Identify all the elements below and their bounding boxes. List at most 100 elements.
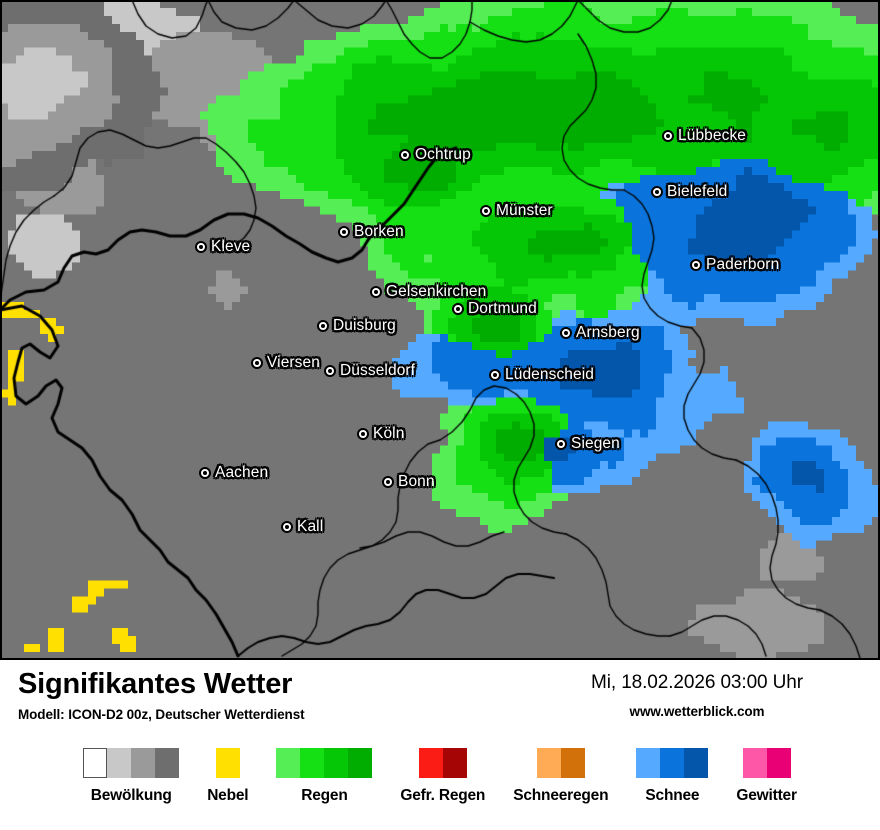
legend-item-schnee[interactable]: Schnee	[636, 748, 709, 805]
city-marker-bonn: Bonn	[382, 473, 435, 491]
city-marker-borken: Borken	[338, 223, 404, 241]
city-label: Duisburg	[333, 317, 396, 334]
city-dot-icon	[399, 149, 411, 161]
legend-swatch	[215, 748, 240, 778]
legend-label: Schneeregen	[513, 787, 609, 804]
city-dot-icon	[662, 130, 674, 142]
legend-item-bewlkung[interactable]: Bewölkung	[83, 748, 180, 805]
city-dot-icon	[338, 226, 350, 238]
city-marker-paderborn: Paderborn	[690, 256, 779, 274]
city-dot-icon	[195, 241, 207, 253]
city-label: Lüdenscheid	[505, 366, 595, 383]
legend-color-block	[300, 748, 325, 778]
legend-label: Gefr. Regen	[400, 787, 486, 804]
legend-color-block	[83, 748, 108, 778]
legend-color-block	[766, 748, 791, 778]
city-label: Köln	[373, 425, 405, 442]
legend-color-block	[660, 748, 685, 778]
site-url: www.wetterblick.com	[629, 704, 765, 719]
legend-item-schneeregen[interactable]: Schneeregen	[513, 748, 609, 805]
legend-swatch	[418, 748, 467, 778]
legend-color-block	[536, 748, 561, 778]
city-label: Aachen	[215, 464, 269, 481]
city-marker-dortmund: Dortmund	[452, 300, 537, 318]
city-dot-icon	[489, 369, 501, 381]
city-marker-gelsenkirchen: Gelsenkirchen	[370, 283, 486, 301]
title-block: Signifikantes Wetter Modell: ICON-D2 00z…	[18, 668, 305, 723]
legend-item-nebel[interactable]: Nebel	[207, 748, 249, 805]
city-label: Siegen	[571, 435, 620, 452]
weather-map[interactable]: Lübbecke Ochtrup Bielefeld Münster Borken Kle…	[0, 0, 880, 660]
city-dot-icon	[555, 438, 567, 450]
city-marker-bielefeld: Bielefeld	[651, 183, 727, 201]
legend-swatch	[276, 748, 373, 778]
legend-item-gewitter[interactable]: Gewitter	[736, 748, 797, 805]
legend-color-block	[742, 748, 767, 778]
city-dot-icon	[370, 286, 382, 298]
model-info: Modell: ICON-D2 00z, Deutscher Wetterdie…	[18, 707, 305, 722]
legend-swatch	[536, 748, 585, 778]
city-marker-ldenscheid: Lüdenscheid	[489, 366, 594, 384]
legend-label: Gewitter	[736, 787, 797, 804]
city-label: Kleve	[211, 238, 251, 255]
city-label: Bielefeld	[667, 183, 728, 200]
legend-color-block	[107, 748, 132, 778]
city-marker-arnsberg: Arnsberg	[560, 324, 640, 342]
city-marker-dsseldorf: Düsseldorf	[324, 362, 415, 380]
legend-label: Regen	[301, 787, 348, 804]
city-dot-icon	[452, 303, 464, 315]
city-dot-icon	[251, 357, 263, 369]
meta-block: Mi, 18.02.2026 03:00 Uhr www.wetterblick…	[532, 672, 862, 719]
city-dot-icon	[324, 365, 336, 377]
legend-swatch	[83, 748, 180, 778]
legend-color-block	[215, 748, 240, 778]
legend-swatch	[636, 748, 709, 778]
city-marker-aachen: Aachen	[199, 464, 268, 482]
city-marker-viersen: Viersen	[251, 354, 320, 372]
city-dot-icon	[357, 428, 369, 440]
city-marker-mnster: Münster	[480, 202, 553, 220]
city-dot-icon	[317, 320, 329, 332]
city-label: Arnsberg	[576, 324, 640, 341]
city-dot-icon	[560, 327, 572, 339]
legend-swatch	[742, 748, 791, 778]
legend-color-block	[418, 748, 443, 778]
city-label: Paderborn	[706, 256, 780, 273]
legend-item-regen[interactable]: Regen	[276, 748, 373, 805]
legend-color-block	[276, 748, 301, 778]
legend-color-block	[560, 748, 585, 778]
city-label: Gelsenkirchen	[386, 283, 487, 300]
legend-color-block	[684, 748, 709, 778]
city-label: Bonn	[398, 473, 435, 490]
legend-label: Bewölkung	[90, 787, 172, 804]
city-marker-kall: Kall	[281, 518, 323, 536]
administrative-borders	[0, 0, 880, 660]
legend-label: Schnee	[645, 787, 700, 804]
footer: Signifikantes Wetter Modell: ICON-D2 00z…	[0, 660, 880, 830]
city-marker-siegen: Siegen	[555, 435, 620, 453]
city-marker-duisburg: Duisburg	[317, 317, 396, 335]
city-dot-icon	[199, 467, 211, 479]
legend-item-gefrregen[interactable]: Gefr. Regen	[400, 748, 485, 805]
city-marker-kleve: Kleve	[195, 238, 250, 256]
valid-time: Mi, 18.02.2026 03:00 Uhr	[590, 672, 804, 693]
city-label: Düsseldorf	[340, 362, 416, 379]
city-label: Lübbecke	[678, 127, 747, 144]
city-label: Kall	[297, 518, 324, 535]
city-dot-icon	[651, 186, 663, 198]
city-dot-icon	[690, 259, 702, 271]
legend-color-block	[636, 748, 661, 778]
city-label: Dortmund	[468, 300, 537, 317]
legend-label: Nebel	[207, 787, 249, 804]
city-marker-lbbecke: Lübbecke	[662, 127, 746, 145]
city-dot-icon	[480, 205, 492, 217]
legend: Bewölkung Nebel Regen Gefr. Regen Schneerege…	[0, 748, 880, 805]
page-title: Signifikantes Wetter	[18, 668, 293, 700]
legend-color-block	[348, 748, 373, 778]
legend-color-block	[324, 748, 349, 778]
city-marker-kln: Köln	[357, 425, 404, 443]
city-label: Ochtrup	[415, 146, 471, 163]
city-dot-icon	[382, 476, 394, 488]
legend-color-block	[442, 748, 467, 778]
